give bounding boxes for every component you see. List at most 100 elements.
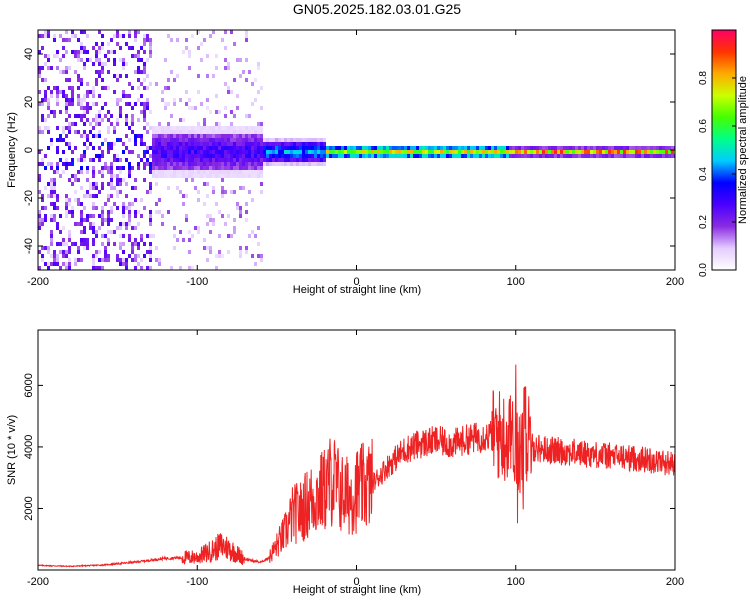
heatmap-cell [254, 138, 257, 142]
heatmap-cell [107, 86, 110, 90]
heatmap-cell [128, 238, 131, 242]
heatmap-cell [290, 162, 293, 166]
heatmap-cell [398, 150, 401, 154]
heatmap-cell [266, 146, 269, 150]
heatmap-cell [212, 146, 215, 150]
x-tick-label: 200 [666, 276, 684, 288]
heatmap-cell [464, 146, 467, 150]
heatmap-cell [290, 154, 293, 158]
heatmap-cell [254, 162, 257, 166]
heatmap-cell [95, 82, 98, 86]
heatmap-cell [143, 206, 146, 210]
heatmap-cell [203, 150, 206, 154]
heatmap-cell [59, 134, 62, 138]
heatmap-cell [56, 90, 59, 94]
heatmap-cell [107, 222, 110, 226]
heatmap-cell [596, 146, 599, 150]
heatmap-cell [218, 122, 221, 126]
heatmap-cell [194, 142, 197, 146]
heatmap-cell [251, 158, 254, 162]
heatmap-cell [92, 174, 95, 178]
heatmap-cell [53, 54, 56, 58]
heatmap-cell [80, 118, 83, 122]
heatmap-cell [389, 154, 392, 158]
heatmap-cell [581, 146, 584, 150]
heatmap-cell [218, 174, 221, 178]
heatmap-cell [173, 138, 176, 142]
heatmap-cell [398, 154, 401, 158]
heatmap-cell [92, 94, 95, 98]
heatmap-cell [230, 154, 233, 158]
heatmap-cell [170, 174, 173, 178]
heatmap-cell [197, 150, 200, 154]
heatmap-cell [248, 134, 251, 138]
heatmap-cell [212, 170, 215, 174]
heatmap-cell [257, 150, 260, 154]
heatmap-cell [194, 174, 197, 178]
heatmap-cell [161, 138, 164, 142]
heatmap-cell [134, 242, 137, 246]
heatmap-cell [194, 158, 197, 162]
heatmap-cell [149, 182, 152, 186]
heatmap-cell [140, 238, 143, 242]
heatmap-cell [101, 34, 104, 38]
heatmap-cell [380, 150, 383, 154]
heatmap-cell [185, 154, 188, 158]
heatmap-cell [80, 102, 83, 106]
heatmap-cell [206, 146, 209, 150]
heatmap-cell [278, 142, 281, 146]
heatmap-cell [188, 134, 191, 138]
heatmap-cell [41, 206, 44, 210]
heatmap-cell [560, 154, 563, 158]
heatmap-cell [224, 166, 227, 170]
heatmap-y-label: Frequency (Hz) [6, 112, 18, 188]
heatmap-cell [641, 146, 644, 150]
heatmap-cell [257, 162, 260, 166]
heatmap-cell [203, 130, 206, 134]
heatmap-cell [56, 226, 59, 230]
heatmap-cell [119, 74, 122, 78]
heatmap-cell [221, 254, 224, 258]
heatmap-cell [164, 134, 167, 138]
heatmap-cell [149, 146, 152, 150]
heatmap-cell [335, 154, 338, 158]
heatmap-cell [50, 202, 53, 206]
heatmap-cell [101, 186, 104, 190]
heatmap-cell [209, 110, 212, 114]
heatmap-cell [473, 150, 476, 154]
heatmap-cell [188, 126, 191, 130]
heatmap-cell [182, 154, 185, 158]
heatmap-cell [167, 78, 170, 82]
heatmap-cell [107, 170, 110, 174]
heatmap-cell [242, 126, 245, 130]
heatmap-cell [413, 150, 416, 154]
heatmap-cell [80, 222, 83, 226]
heatmap-cell [95, 186, 98, 190]
heatmap-cell [83, 238, 86, 242]
heatmap-cell [80, 114, 83, 118]
heatmap-cell [38, 162, 41, 166]
heatmap-cell [251, 82, 254, 86]
heatmap-cell [38, 90, 41, 94]
heatmap-cell [311, 142, 314, 146]
chart-title: GN05.2025.182.03.01.G25 [293, 1, 461, 17]
heatmap-cell [200, 162, 203, 166]
heatmap-cell [488, 150, 491, 154]
heatmap-cell [398, 146, 401, 150]
heatmap-cell [158, 142, 161, 146]
heatmap-cell [224, 170, 227, 174]
heatmap-cell [203, 246, 206, 250]
heatmap-cell [164, 146, 167, 150]
heatmap-cell [113, 202, 116, 206]
heatmap-cell [80, 30, 83, 34]
heatmap-cell [512, 154, 515, 158]
heatmap-cell [605, 146, 608, 150]
heatmap-cell [128, 174, 131, 178]
heatmap-cell [71, 210, 74, 214]
heatmap-cell [89, 122, 92, 126]
heatmap-cell [164, 86, 167, 90]
heatmap-cells [38, 30, 675, 270]
heatmap-cell [374, 154, 377, 158]
heatmap-cell [56, 150, 59, 154]
heatmap-cell [206, 142, 209, 146]
